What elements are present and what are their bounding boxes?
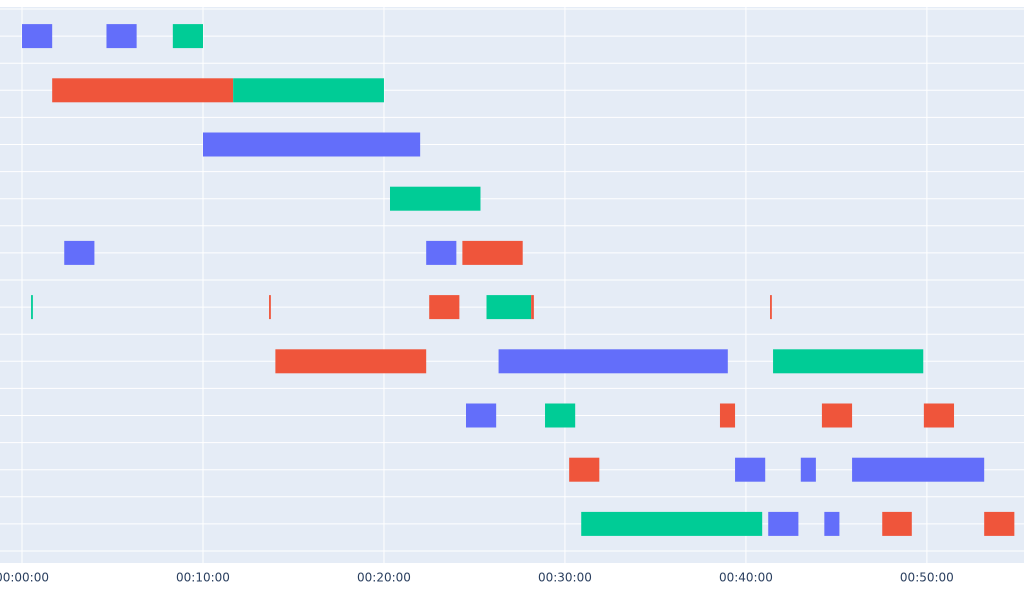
- task-bar: [882, 511, 912, 536]
- task-bar: [800, 457, 816, 482]
- task-bar: [389, 186, 481, 211]
- task-bar: [486, 295, 532, 320]
- task-bar: [275, 349, 427, 374]
- task-bar: [106, 24, 137, 49]
- task-bar: [498, 349, 728, 374]
- task-bar: [22, 24, 53, 49]
- x-tick-label: 00:10:00: [176, 571, 230, 585]
- x-tick-label: 00:20:00: [357, 571, 411, 585]
- task-bar: [52, 78, 234, 103]
- task-bar: [821, 403, 853, 428]
- task-bar: [202, 132, 421, 157]
- x-tick-label: 00:40:00: [719, 571, 773, 585]
- task-bar: [824, 511, 840, 536]
- task-bar: [64, 240, 95, 265]
- task-bar: [172, 24, 203, 49]
- task-bar: [770, 295, 772, 320]
- task-bar: [773, 349, 924, 374]
- task-bar: [768, 511, 799, 536]
- task-bar: [984, 511, 1015, 536]
- task-bar: [581, 511, 763, 536]
- x-tick-label: 00:50:00: [900, 571, 954, 585]
- task-bar: [569, 457, 600, 482]
- task-bar: [719, 403, 736, 428]
- task-bar: [429, 295, 460, 320]
- x-tick-label: 00:00:00: [0, 571, 49, 585]
- task-bar: [545, 403, 576, 428]
- task-bar: [269, 295, 271, 320]
- x-tick-label: 00:30:00: [538, 571, 592, 585]
- task-bar: [531, 295, 534, 320]
- task-bar: [31, 295, 33, 320]
- task-bar: [466, 403, 497, 428]
- task-bar: [426, 240, 457, 265]
- task-bar: [462, 240, 523, 265]
- task-bar: [735, 457, 766, 482]
- task-bar: [852, 457, 985, 482]
- task-bar: [233, 78, 384, 103]
- task-bar: [923, 403, 955, 428]
